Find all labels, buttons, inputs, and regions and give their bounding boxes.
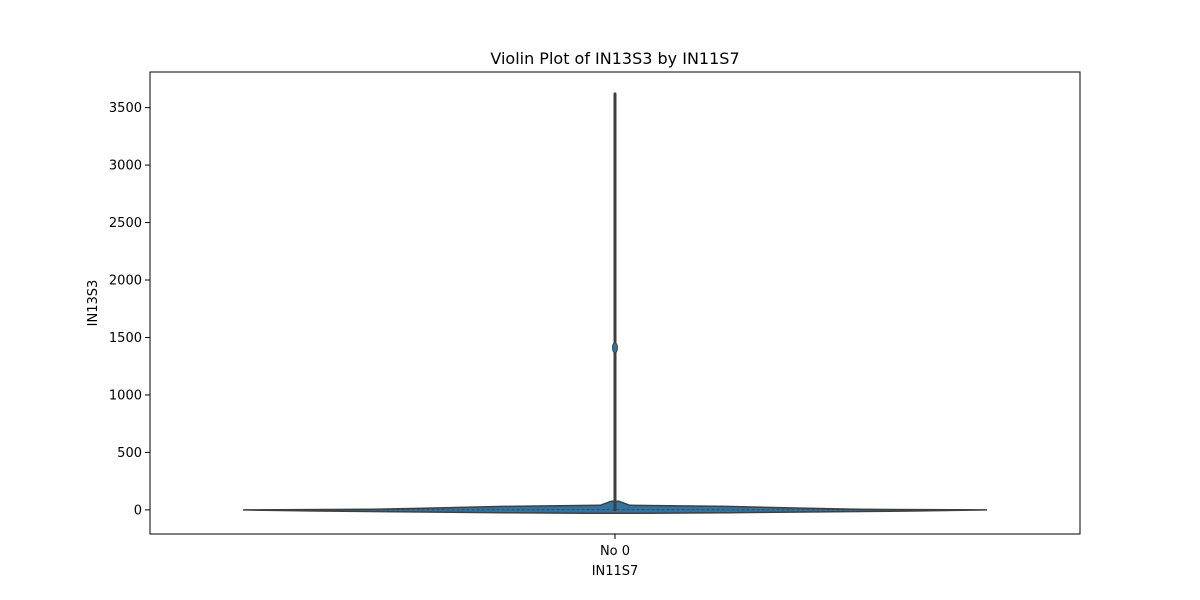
- x-tick-label: No 0: [600, 544, 630, 559]
- y-tick-label: 3500: [109, 101, 142, 116]
- plot-area: [149, 71, 1081, 535]
- y-tick-label: 0: [134, 503, 142, 518]
- y-tick-label: 2000: [109, 274, 142, 289]
- y-tick-label: 2500: [109, 216, 142, 231]
- y-tick-label: 1000: [109, 388, 142, 403]
- violin-layer: [242, 92, 988, 515]
- y-tick-label: 1500: [109, 331, 142, 346]
- chart-title: Violin Plot of IN13S3 by IN11S7: [490, 49, 739, 68]
- x-axis: No 0: [600, 534, 630, 559]
- y-tick-label: 3000: [109, 159, 142, 174]
- y-tick-label: 500: [117, 446, 142, 461]
- y-axis-label: IN13S3: [86, 280, 101, 327]
- y-axis: 0 500 1000 1500 2000 2500 3000 3500: [109, 101, 150, 518]
- x-axis-label: IN11S7: [592, 564, 639, 579]
- violin-marker: [612, 342, 618, 354]
